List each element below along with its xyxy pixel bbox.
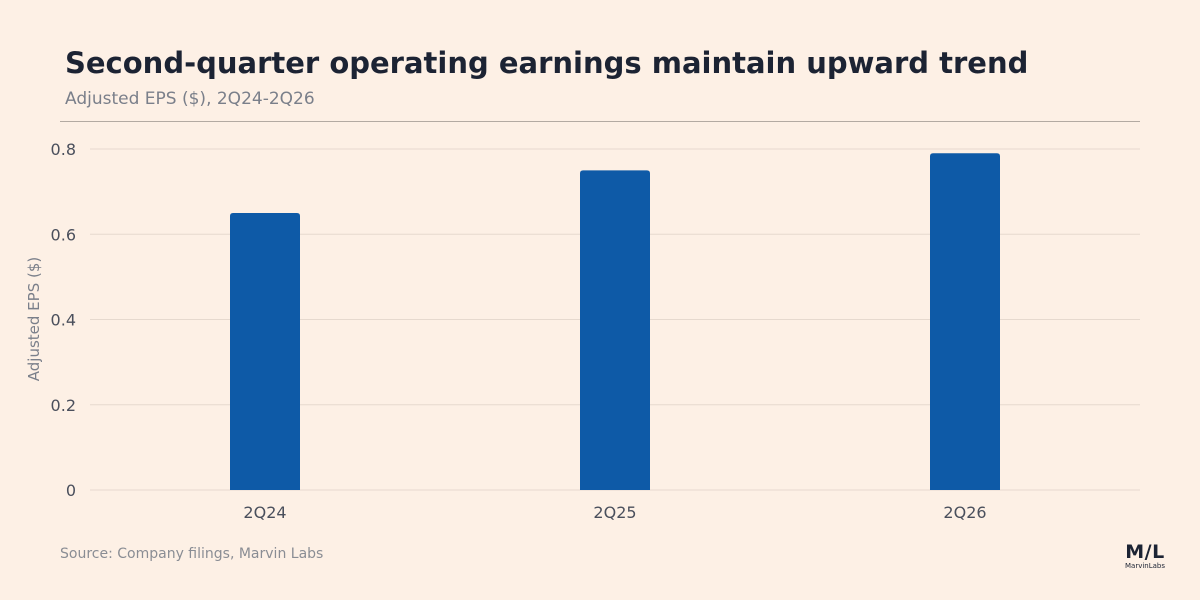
chart-subtitle: Adjusted EPS ($), 2Q24-2Q26 — [65, 89, 315, 109]
brand-logo-mark: M/L — [1125, 541, 1165, 563]
y-tick-label: 0.8 — [51, 140, 76, 159]
y-tick-label: 0.6 — [51, 225, 76, 244]
chart-title: Second-quarter operating earnings mainta… — [65, 46, 1029, 80]
y-axis-ticks: 0 0.2 0.4 0.6 0.8 — [51, 140, 76, 500]
bar-2q24 — [230, 212, 300, 490]
x-tick-label: 2Q24 — [243, 503, 286, 522]
brand-logo-name: MarvinLabs — [1124, 562, 1165, 570]
bars — [230, 153, 1000, 490]
y-axis-label: Adjusted EPS ($) — [25, 257, 43, 381]
source-note: Source: Company filings, Marvin Labs — [60, 546, 324, 562]
y-tick-label: 0.2 — [51, 396, 76, 415]
x-tick-label: 2Q26 — [943, 503, 986, 522]
x-tick-label: 2Q25 — [593, 503, 636, 522]
y-tick-label: 0.4 — [51, 311, 76, 330]
bar-2q25 — [580, 170, 650, 490]
y-tick-label: 0 — [66, 481, 76, 500]
brand-logo: M/L MarvinLabs — [1124, 543, 1166, 571]
title-divider — [60, 121, 1140, 122]
bar-2q26 — [930, 153, 1000, 490]
x-axis-ticks: 2Q24 2Q25 2Q26 — [243, 503, 986, 522]
